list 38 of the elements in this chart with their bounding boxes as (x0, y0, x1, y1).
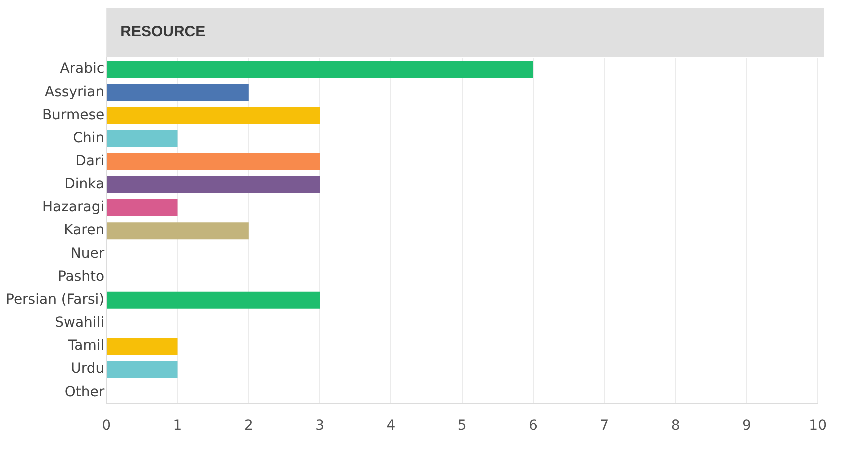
x-tick-label: 8 (671, 418, 680, 434)
bar (107, 84, 249, 102)
x-tick-label: 10 (809, 418, 828, 434)
bar (107, 176, 320, 194)
x-tick-label: 6 (529, 418, 538, 434)
bar (107, 338, 178, 355)
y-tick-label: Dinka (64, 176, 105, 193)
x-tick-label: 5 (458, 418, 467, 434)
y-tick-label: Persian (Farsi) (6, 292, 105, 308)
y-tick-label: Burmese (42, 107, 105, 124)
x-tick-label: 1 (173, 418, 182, 434)
bar (107, 222, 249, 240)
y-tick-label: Hazaragi (42, 200, 105, 216)
y-tick-label: Chin (73, 130, 105, 146)
bar (107, 361, 178, 378)
y-tick-label: Other (64, 384, 105, 400)
x-tick-label: 9 (742, 418, 752, 434)
bar (107, 292, 320, 309)
chart-title: RESOURCE (120, 24, 206, 41)
y-tick-label: Swahili (55, 315, 105, 332)
x-tick-label: 4 (386, 418, 396, 434)
bar (107, 130, 178, 148)
y-tick-label: Dari (76, 154, 105, 170)
y-tick-label: Karen (64, 222, 105, 239)
bar (107, 107, 320, 124)
bar (107, 200, 178, 217)
x-tick-label: 7 (600, 418, 610, 434)
y-tick-label: Arabic (60, 61, 105, 78)
y-tick-label: Nuer (70, 246, 105, 262)
y-tick-label: Assyrian (45, 84, 105, 100)
bar (107, 61, 534, 78)
x-tick-label: 3 (316, 418, 325, 434)
y-tick-label: Pashto (58, 268, 105, 285)
x-tick-label: 2 (244, 418, 254, 434)
bar (107, 153, 320, 170)
y-tick-label: Urdu (71, 361, 105, 378)
x-tick-label: 0 (102, 418, 112, 434)
y-tick-label: Tamil (67, 338, 105, 354)
